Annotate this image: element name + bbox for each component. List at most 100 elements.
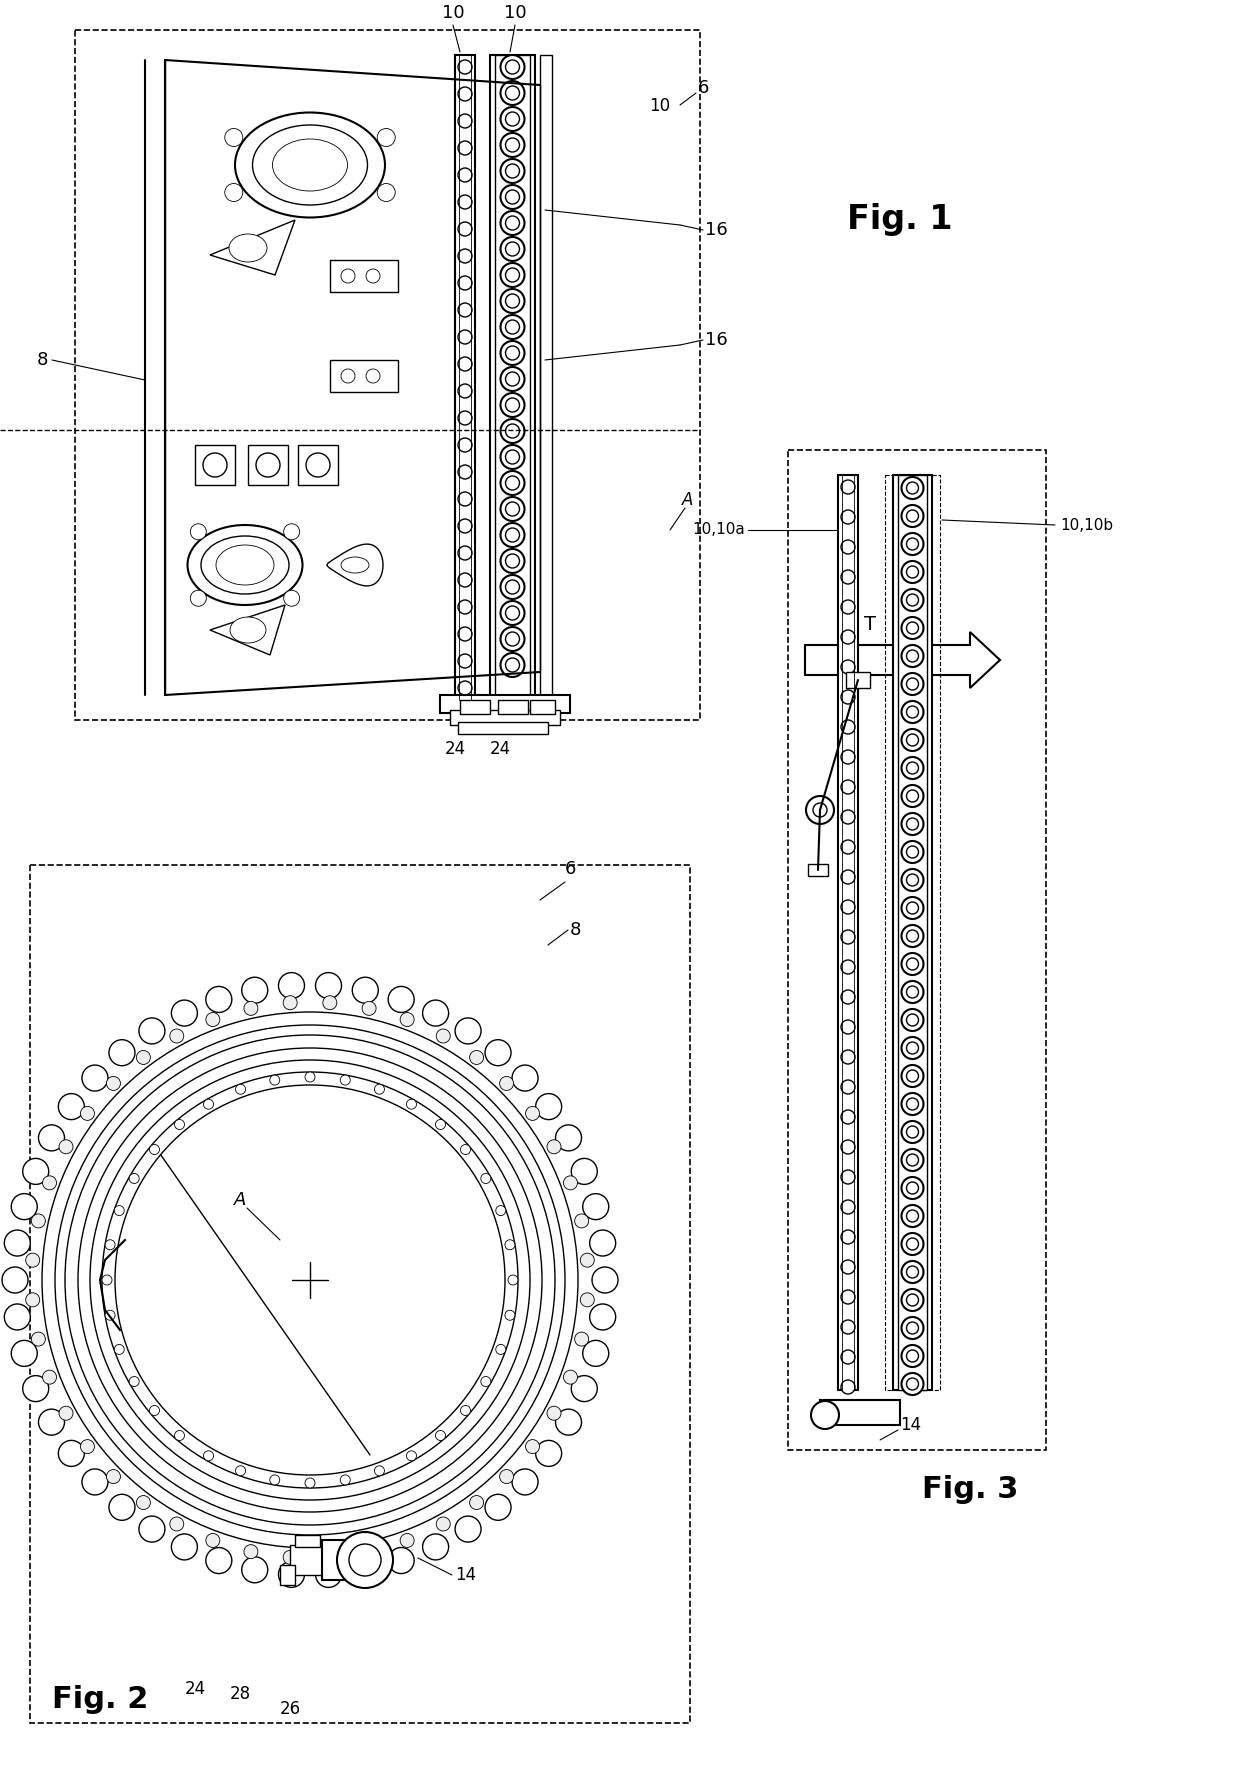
- Circle shape: [901, 616, 924, 639]
- Bar: [295, 1535, 320, 1547]
- Circle shape: [458, 493, 472, 507]
- Circle shape: [42, 1176, 57, 1190]
- Circle shape: [26, 1254, 40, 1268]
- Circle shape: [322, 996, 337, 1010]
- Circle shape: [377, 184, 396, 201]
- Circle shape: [435, 1430, 445, 1441]
- Bar: [290, 1545, 325, 1575]
- Circle shape: [906, 706, 919, 719]
- Circle shape: [150, 1144, 160, 1155]
- Bar: [195, 445, 236, 486]
- Bar: [458, 722, 548, 735]
- Circle shape: [340, 1075, 350, 1084]
- Circle shape: [841, 931, 856, 945]
- Circle shape: [506, 164, 520, 178]
- Ellipse shape: [236, 113, 384, 217]
- Circle shape: [906, 1349, 919, 1362]
- Circle shape: [841, 510, 856, 525]
- Circle shape: [505, 1310, 515, 1321]
- Circle shape: [109, 1494, 135, 1521]
- Circle shape: [906, 789, 919, 802]
- Circle shape: [270, 1475, 280, 1485]
- Bar: [885, 475, 940, 1390]
- Circle shape: [556, 1409, 582, 1436]
- Circle shape: [501, 472, 525, 494]
- Circle shape: [906, 1098, 919, 1111]
- Text: 10: 10: [650, 97, 671, 115]
- Circle shape: [906, 510, 919, 523]
- Circle shape: [841, 751, 856, 765]
- Text: 24: 24: [444, 740, 465, 758]
- Circle shape: [901, 701, 924, 722]
- Circle shape: [906, 761, 919, 774]
- Circle shape: [501, 653, 525, 676]
- Bar: [893, 475, 932, 1390]
- Circle shape: [458, 464, 472, 479]
- Circle shape: [506, 450, 520, 464]
- Circle shape: [481, 1173, 491, 1183]
- Circle shape: [906, 957, 919, 970]
- Circle shape: [506, 606, 520, 620]
- Text: 10,10a: 10,10a: [692, 523, 745, 537]
- Circle shape: [501, 341, 525, 366]
- Circle shape: [206, 987, 232, 1012]
- Ellipse shape: [341, 556, 370, 572]
- Circle shape: [841, 1319, 856, 1333]
- Circle shape: [901, 786, 924, 807]
- Circle shape: [224, 129, 243, 147]
- Ellipse shape: [229, 235, 267, 261]
- Circle shape: [315, 973, 341, 998]
- Circle shape: [572, 1376, 598, 1402]
- Circle shape: [906, 565, 919, 577]
- Circle shape: [458, 519, 472, 533]
- Circle shape: [901, 925, 924, 947]
- Circle shape: [841, 991, 856, 1005]
- Circle shape: [136, 1496, 150, 1510]
- Circle shape: [58, 1441, 84, 1466]
- Circle shape: [841, 600, 856, 615]
- Circle shape: [906, 1070, 919, 1083]
- Circle shape: [501, 394, 525, 417]
- Circle shape: [906, 539, 919, 549]
- Circle shape: [901, 1261, 924, 1284]
- Circle shape: [906, 1377, 919, 1390]
- Circle shape: [901, 1176, 924, 1199]
- Circle shape: [114, 1206, 124, 1215]
- Circle shape: [841, 781, 856, 795]
- Circle shape: [481, 1376, 491, 1386]
- Circle shape: [171, 1535, 197, 1559]
- Circle shape: [458, 330, 472, 344]
- Circle shape: [906, 1042, 919, 1054]
- Bar: [838, 475, 858, 1390]
- Circle shape: [906, 874, 919, 887]
- Circle shape: [506, 397, 520, 411]
- Circle shape: [306, 454, 330, 477]
- Circle shape: [841, 1051, 856, 1063]
- Circle shape: [401, 1533, 414, 1547]
- Circle shape: [206, 1533, 219, 1547]
- Circle shape: [501, 419, 525, 443]
- Circle shape: [458, 546, 472, 560]
- Circle shape: [841, 660, 856, 675]
- Circle shape: [114, 1344, 124, 1355]
- Text: 8: 8: [36, 351, 47, 369]
- Circle shape: [841, 1021, 856, 1035]
- Circle shape: [506, 528, 520, 542]
- Circle shape: [11, 1340, 37, 1367]
- Circle shape: [906, 846, 919, 858]
- Text: 6: 6: [698, 79, 709, 97]
- Circle shape: [506, 424, 520, 438]
- Circle shape: [407, 1452, 417, 1460]
- Circle shape: [11, 1194, 37, 1220]
- Text: 16: 16: [706, 221, 728, 238]
- Circle shape: [508, 1275, 518, 1286]
- Circle shape: [458, 275, 472, 290]
- Circle shape: [556, 1125, 582, 1151]
- Circle shape: [203, 1098, 213, 1109]
- Circle shape: [841, 1289, 856, 1303]
- Text: A: A: [682, 491, 693, 509]
- Circle shape: [377, 129, 396, 147]
- Circle shape: [811, 1400, 839, 1429]
- Bar: [298, 445, 339, 486]
- Circle shape: [901, 1150, 924, 1171]
